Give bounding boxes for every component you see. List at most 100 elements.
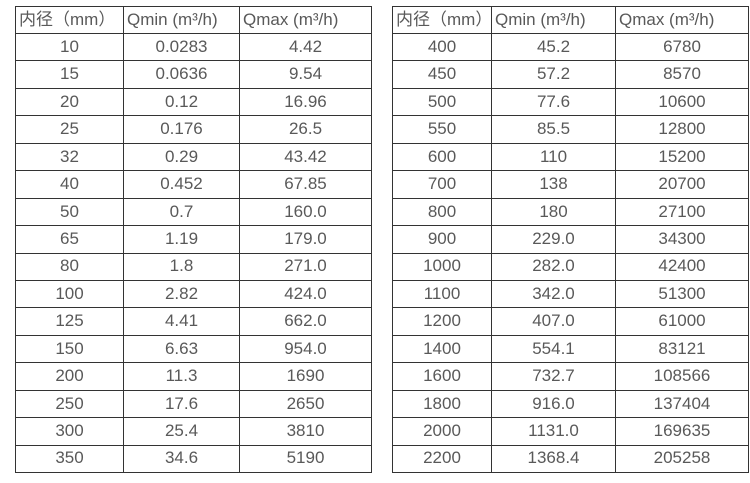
table-cell: 34.6 xyxy=(123,444,240,474)
table-cell: 800 xyxy=(392,197,492,227)
table-row: 40 0.452 67.85 xyxy=(15,170,372,199)
table-row: 450 57.2 8570 xyxy=(392,60,749,89)
table-cell: 67.85 xyxy=(239,170,372,199)
table-row: 50 0.7 160.0 xyxy=(15,197,372,227)
table-row: 800 180 27100 xyxy=(392,197,749,227)
table-cell: 600 xyxy=(392,142,492,172)
table-cell: 0.12 xyxy=(123,87,240,117)
table-cell: 27100 xyxy=(615,197,749,227)
table-cell: 200 xyxy=(15,362,124,391)
table-cell: 0.452 xyxy=(123,170,240,199)
flow-rate-table-small-diameters: 内径（mm） Qmin (m³/h) Qmax (m³/h) 10 0.0283 4… xyxy=(15,6,372,474)
table-cell: 25.4 xyxy=(123,417,240,446)
table-row: 300 25.4 3810 xyxy=(15,417,372,446)
table-cell: 2200 xyxy=(392,444,492,474)
table-cell: 342.0 xyxy=(491,279,616,309)
table-cell: 1.19 xyxy=(123,225,240,254)
table-cell: 5190 xyxy=(239,444,372,474)
table-cell: 108566 xyxy=(615,362,749,391)
col-header-qmin: Qmin (m³/h) xyxy=(491,6,616,34)
table-row: 1400 554.1 83121 xyxy=(392,334,749,364)
table-row: 1800 916.0 137404 xyxy=(392,389,749,419)
table-cell: 80 xyxy=(15,252,124,281)
table-cell: 250 xyxy=(15,389,124,419)
table-row: 80 1.8 271.0 xyxy=(15,252,372,281)
table-row: 65 1.19 179.0 xyxy=(15,225,372,254)
table-row: 20 0.12 16.96 xyxy=(15,87,372,117)
table-header: 内径（mm） Qmin (m³/h) Qmax (m³/h) xyxy=(392,6,749,34)
table-row: 550 85.5 12800 xyxy=(392,115,749,144)
table-cell: 43.42 xyxy=(239,142,372,172)
table-cell: 125 xyxy=(15,307,124,336)
table-cell: 1000 xyxy=(392,252,492,281)
table-cell: 400 xyxy=(392,32,492,62)
table-cell: 160.0 xyxy=(239,197,372,227)
table-row: 600 110 15200 xyxy=(392,142,749,172)
table-cell: 662.0 xyxy=(239,307,372,336)
table-cell: 50 xyxy=(15,197,124,227)
table-cell: 45.2 xyxy=(491,32,616,62)
table-cell: 100 xyxy=(15,279,124,309)
table-cell: 2650 xyxy=(239,389,372,419)
table-cell: 6780 xyxy=(615,32,749,62)
table-row: 15 0.0636 9.54 xyxy=(15,60,372,89)
col-header-inner-diameter: 内径（mm） xyxy=(15,6,124,34)
table-cell: 25 xyxy=(15,115,124,144)
table-cell: 916.0 xyxy=(491,389,616,419)
table-cell: 15200 xyxy=(615,142,749,172)
table-cell: 16.96 xyxy=(239,87,372,117)
table-row: 1200 407.0 61000 xyxy=(392,307,749,336)
table-cell: 85.5 xyxy=(491,115,616,144)
table-cell: 10600 xyxy=(615,87,749,117)
table-cell: 3810 xyxy=(239,417,372,446)
col-header-qmax: Qmax (m³/h) xyxy=(239,6,372,34)
table-body: 10 0.0283 4.42 15 0.0636 9.54 20 0.12 16.96 25 0.1… xyxy=(15,32,372,474)
table-row: 32 0.29 43.42 xyxy=(15,142,372,172)
table-row: 150 6.63 954.0 xyxy=(15,334,372,364)
table-cell: 26.5 xyxy=(239,115,372,144)
table-cell: 954.0 xyxy=(239,334,372,364)
table-row: 10 0.0283 4.42 xyxy=(15,32,372,62)
table-cell: 1400 xyxy=(392,334,492,364)
table-cell: 4.41 xyxy=(123,307,240,336)
table-cell: 424.0 xyxy=(239,279,372,309)
table-row: 900 229.0 34300 xyxy=(392,225,749,254)
table-cell: 17.6 xyxy=(123,389,240,419)
table-row: 1100 342.0 51300 xyxy=(392,279,749,309)
table-row: 250 17.6 2650 xyxy=(15,389,372,419)
table-cell: 1600 xyxy=(392,362,492,391)
table-row: 350 34.6 5190 xyxy=(15,444,372,474)
table-row: 25 0.176 26.5 xyxy=(15,115,372,144)
table-cell: 0.29 xyxy=(123,142,240,172)
table-cell: 137404 xyxy=(615,389,749,419)
table-cell: 51300 xyxy=(615,279,749,309)
table-cell: 450 xyxy=(392,60,492,89)
table-cell: 1100 xyxy=(392,279,492,309)
table-row: 200 11.3 1690 xyxy=(15,362,372,391)
table-cell: 1.8 xyxy=(123,252,240,281)
table-cell: 500 xyxy=(392,87,492,117)
table-cell: 12800 xyxy=(615,115,749,144)
table-cell: 20700 xyxy=(615,170,749,199)
table-cell: 8570 xyxy=(615,60,749,89)
header-row: 内径（mm） Qmin (m³/h) Qmax (m³/h) xyxy=(392,6,749,34)
table-cell: 0.176 xyxy=(123,115,240,144)
table-cell: 0.7 xyxy=(123,197,240,227)
table-cell: 65 xyxy=(15,225,124,254)
table-cell: 138 xyxy=(491,170,616,199)
table-cell: 61000 xyxy=(615,307,749,336)
table-cell: 1368.4 xyxy=(491,444,616,474)
table-cell: 700 xyxy=(392,170,492,199)
table-row: 2200 1368.4 205258 xyxy=(392,444,749,474)
table-cell: 169635 xyxy=(615,417,749,446)
table-cell: 15 xyxy=(15,60,124,89)
table-cell: 205258 xyxy=(615,444,749,474)
table-cell: 732.7 xyxy=(491,362,616,391)
col-header-qmin: Qmin (m³/h) xyxy=(123,6,240,34)
table-row: 2000 1131.0 169635 xyxy=(392,417,749,446)
flow-rate-table-large-diameters: 内径（mm） Qmin (m³/h) Qmax (m³/h) 400 45.2 67… xyxy=(392,6,749,474)
table-cell: 1800 xyxy=(392,389,492,419)
table-cell: 110 xyxy=(491,142,616,172)
table-cell: 900 xyxy=(392,225,492,254)
